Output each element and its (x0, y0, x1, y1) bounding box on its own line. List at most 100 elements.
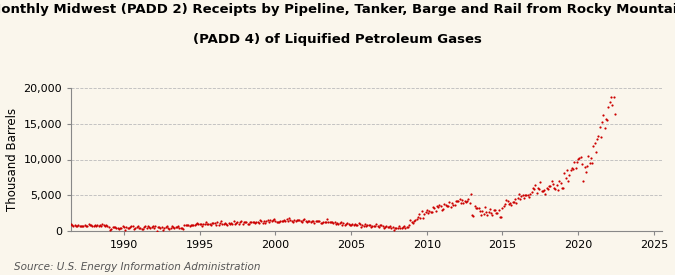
Point (400, 226, 410, 231)
Point (435, 204, 446, 208)
Point (179, 222, 190, 227)
Point (290, 218, 301, 223)
Point (560, 176, 571, 180)
Point (401, 224, 412, 229)
Point (440, 202, 451, 207)
Point (463, 197, 474, 201)
Point (598, 112, 609, 117)
Point (547, 182, 558, 186)
Point (495, 215, 506, 219)
Point (338, 221, 349, 225)
Point (63, 223, 74, 228)
Point (300, 219, 311, 223)
Point (176, 226, 186, 230)
Point (131, 225, 142, 229)
Point (454, 197, 465, 201)
Point (531, 191, 542, 196)
Point (319, 220, 330, 224)
Point (327, 220, 338, 224)
Point (485, 207, 495, 211)
Point (324, 219, 335, 224)
Point (293, 218, 304, 222)
Point (505, 200, 516, 205)
Point (309, 220, 320, 225)
Point (207, 221, 217, 225)
Point (289, 218, 300, 222)
Point (82, 224, 92, 228)
Point (254, 220, 265, 225)
Point (476, 213, 487, 217)
Point (167, 224, 178, 229)
Point (346, 223, 356, 227)
Text: Source: U.S. Energy Information Administration: Source: U.S. Energy Information Administ… (14, 262, 260, 272)
Point (500, 202, 510, 206)
Point (288, 219, 298, 224)
Point (61, 222, 72, 227)
Point (396, 226, 407, 230)
Point (591, 149, 601, 154)
Point (234, 222, 244, 226)
Point (352, 223, 362, 227)
Point (177, 226, 188, 230)
Point (121, 225, 132, 229)
Point (493, 208, 504, 212)
Point (140, 224, 151, 228)
Point (192, 220, 202, 225)
Point (482, 212, 493, 217)
Point (196, 222, 207, 227)
Point (477, 208, 488, 213)
Point (414, 212, 425, 216)
Point (472, 206, 483, 210)
Point (462, 199, 472, 203)
Point (182, 223, 192, 227)
Point (562, 168, 572, 172)
Point (205, 222, 215, 226)
Point (441, 204, 452, 208)
Point (443, 203, 454, 208)
Point (444, 199, 455, 204)
Point (473, 206, 484, 210)
Point (373, 225, 384, 229)
Point (466, 192, 477, 196)
Point (294, 218, 304, 222)
Point (534, 187, 545, 191)
Point (314, 219, 325, 223)
Point (200, 219, 211, 224)
Point (86, 223, 97, 227)
Point (502, 199, 513, 203)
Point (425, 210, 436, 214)
Point (399, 224, 410, 229)
Point (570, 166, 581, 170)
Point (524, 195, 535, 199)
Point (134, 226, 144, 230)
Point (145, 226, 156, 231)
Point (391, 226, 402, 230)
Point (527, 186, 538, 190)
Point (84, 223, 95, 228)
Point (376, 222, 387, 227)
Point (92, 223, 103, 227)
Point (331, 221, 342, 226)
Point (199, 222, 210, 226)
Point (356, 224, 367, 229)
Point (439, 202, 450, 207)
Point (215, 221, 225, 225)
Point (136, 227, 147, 231)
Point (375, 223, 385, 228)
Point (218, 222, 229, 226)
Point (517, 193, 528, 197)
Point (240, 220, 250, 224)
Point (254, 218, 265, 222)
Point (124, 226, 134, 231)
Point (231, 221, 242, 225)
Point (508, 200, 519, 204)
Point (269, 217, 279, 222)
Point (525, 191, 536, 196)
Point (260, 220, 271, 225)
Point (569, 160, 580, 164)
Point (264, 220, 275, 224)
Point (230, 221, 240, 226)
Point (221, 221, 232, 226)
Point (308, 219, 319, 224)
Point (186, 223, 196, 227)
